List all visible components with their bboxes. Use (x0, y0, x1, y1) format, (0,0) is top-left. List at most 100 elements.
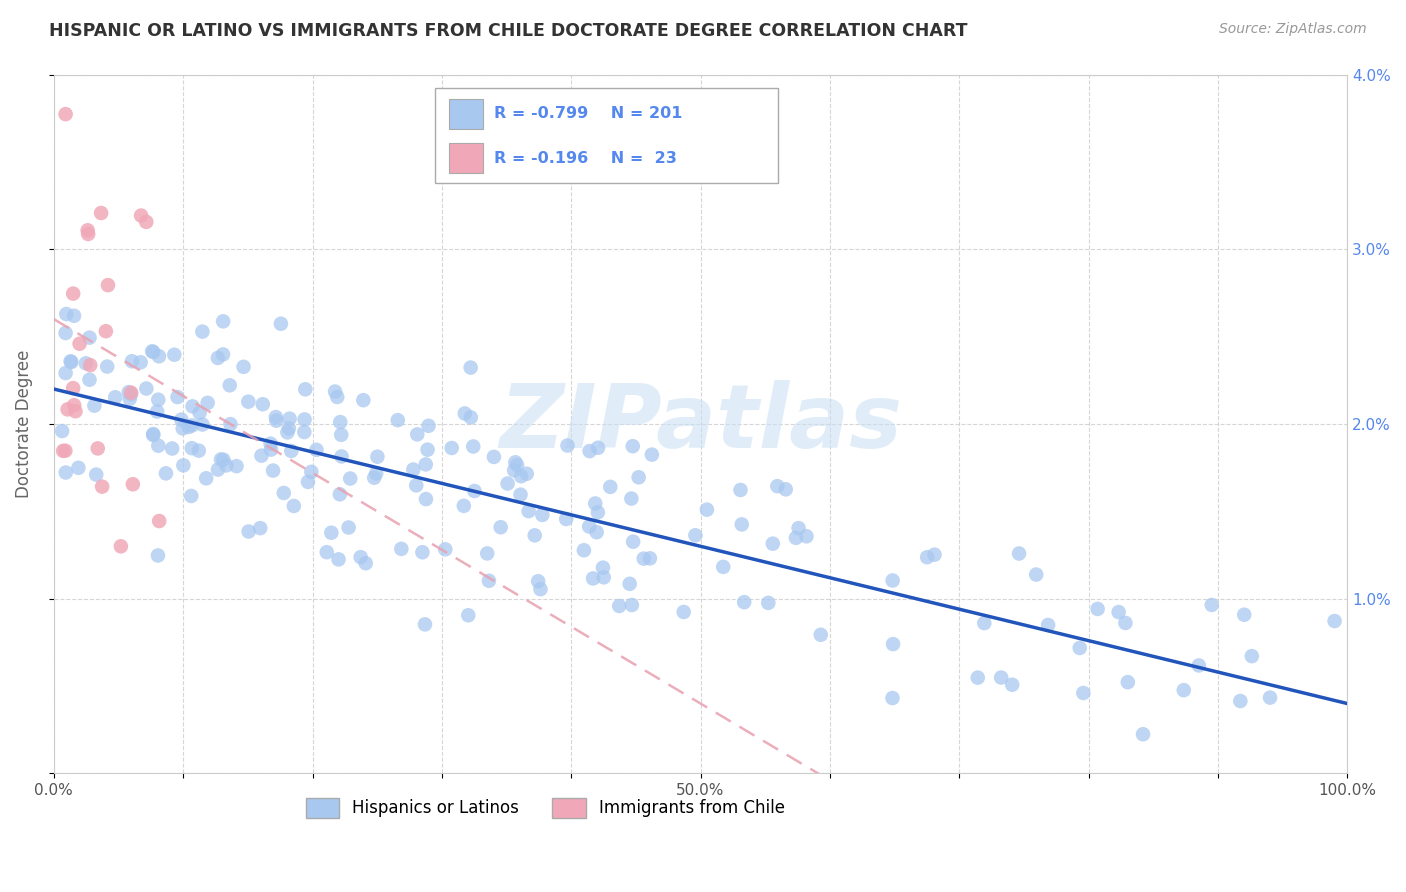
Point (181, 418, 204, 433)
Point (218, 378, 240, 392)
Point (509, 488, 531, 502)
Point (1025, 567, 1047, 582)
Point (170, 412, 193, 426)
Point (148, 514, 170, 528)
Point (55, 326, 77, 340)
Point (63, 398, 86, 412)
Point (259, 436, 281, 450)
Point (477, 546, 499, 560)
Point (415, 492, 437, 507)
Point (59, 354, 82, 368)
Point (572, 543, 595, 558)
Point (915, 550, 938, 565)
Text: Source: ZipAtlas.com: Source: ZipAtlas.com (1219, 22, 1367, 37)
Point (1001, 678, 1024, 692)
Point (1073, 686, 1095, 700)
Point (460, 410, 482, 425)
Point (53, 443, 76, 458)
Point (277, 421, 299, 435)
Point (270, 317, 292, 331)
Point (415, 458, 437, 472)
Point (505, 455, 527, 469)
Point (607, 599, 630, 613)
Point (517, 504, 540, 518)
Point (91, 480, 114, 494)
Point (711, 559, 734, 574)
Point (1036, 618, 1059, 632)
Point (366, 450, 388, 464)
Point (990, 671, 1012, 685)
Point (627, 470, 650, 484)
Point (1323, 614, 1346, 628)
Point (434, 542, 457, 557)
Point (60, 355, 83, 369)
Point (973, 616, 995, 631)
Point (215, 458, 238, 473)
Point (191, 417, 214, 432)
Point (1116, 675, 1139, 690)
Point (166, 390, 188, 404)
Point (329, 487, 352, 501)
Point (329, 415, 352, 429)
Point (599, 480, 621, 494)
Point (260, 442, 283, 457)
Point (280, 444, 302, 458)
Point (212, 347, 235, 361)
Point (155, 467, 177, 481)
Point (177, 420, 200, 434)
Point (195, 471, 218, 485)
Point (180, 441, 202, 455)
Point (212, 314, 235, 328)
Point (578, 444, 600, 458)
Point (328, 552, 350, 566)
Point (79, 373, 101, 387)
Point (1114, 615, 1136, 630)
Point (405, 478, 427, 492)
Point (460, 360, 482, 375)
Point (366, 467, 388, 481)
Point (225, 459, 247, 474)
Point (188, 406, 211, 420)
Point (55, 307, 77, 321)
Point (387, 413, 409, 427)
Point (796, 529, 818, 543)
Point (1229, 694, 1251, 708)
Point (232, 359, 254, 374)
Point (503, 463, 526, 477)
Point (531, 508, 554, 522)
Point (56, 402, 79, 417)
Point (52, 443, 75, 458)
Point (148, 392, 170, 407)
Point (283, 499, 305, 513)
Point (330, 427, 353, 442)
Point (406, 427, 429, 442)
Point (586, 505, 609, 519)
Point (882, 574, 904, 588)
Point (249, 521, 271, 535)
Point (51, 424, 73, 438)
Point (141, 344, 163, 359)
Point (453, 499, 475, 513)
Point (762, 536, 785, 550)
Point (276, 425, 298, 440)
Point (90, 206, 112, 220)
Point (238, 524, 260, 539)
Point (120, 387, 142, 401)
Point (966, 671, 988, 685)
Point (555, 512, 578, 526)
Point (219, 417, 242, 432)
Point (135, 215, 157, 229)
Point (582, 571, 605, 585)
Point (315, 545, 337, 559)
Point (142, 428, 165, 442)
Point (731, 517, 754, 532)
Point (882, 691, 904, 706)
Point (418, 418, 440, 433)
Point (121, 477, 143, 491)
Point (97, 278, 120, 293)
Point (621, 534, 644, 549)
Point (1108, 605, 1130, 619)
Point (148, 439, 170, 453)
Point (523, 528, 546, 542)
Point (323, 384, 346, 399)
